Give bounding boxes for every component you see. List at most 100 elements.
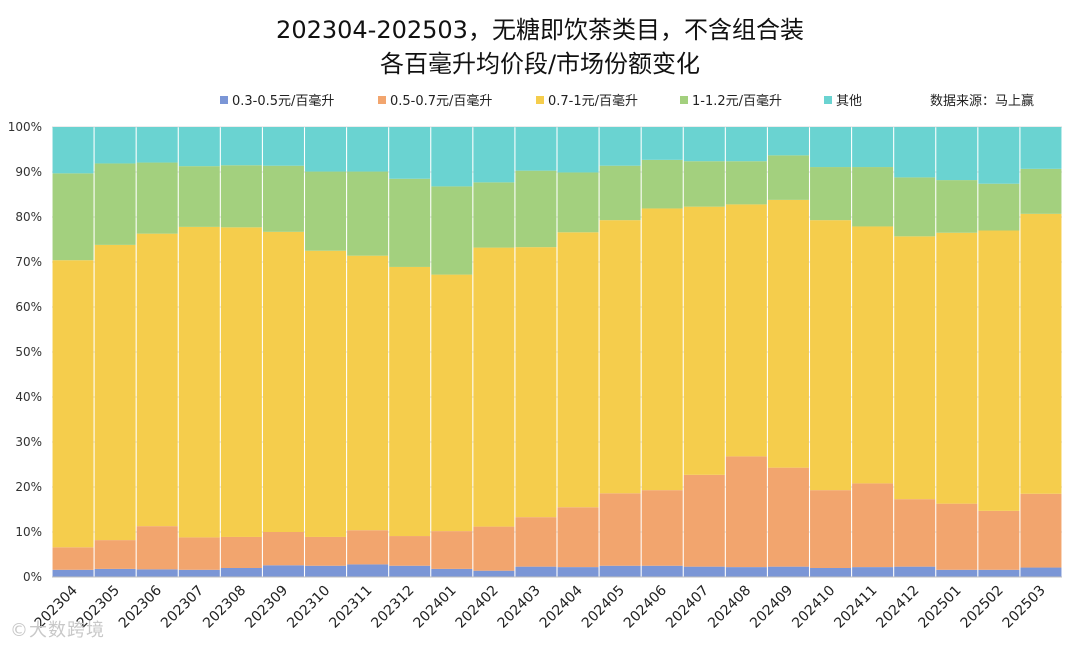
x-tick-label: 202310 [284, 583, 333, 632]
bar-202401-series-4 [431, 186, 473, 275]
bar-202305-series-2 [94, 540, 136, 569]
bar-202406-series-1 [641, 565, 683, 577]
bar-202312-series-1 [389, 565, 431, 577]
bar-202405-series-5 [599, 127, 641, 166]
bar-202304-series-5 [52, 127, 94, 174]
legend-label-1: 0.3-0.5元/百毫升 [232, 94, 335, 109]
bar-202312-series-2 [389, 536, 431, 566]
bar-202407-series-4 [683, 161, 725, 207]
bar-202409-series-4 [767, 155, 809, 200]
bar-202501-series-1 [936, 569, 978, 577]
bar-202412-series-5 [894, 127, 936, 178]
bar-202411-series-2 [852, 483, 894, 568]
x-tick-label: 202312 [368, 583, 417, 632]
bar-202311-series-1 [347, 564, 389, 577]
x-tick-label: 202406 [621, 582, 670, 631]
bar-202410-series-3 [810, 220, 852, 491]
bar-202309-series-4 [262, 165, 304, 232]
bar-202412-series-1 [894, 566, 936, 577]
bar-202404-series-4 [557, 172, 599, 233]
bar-202305-series-3 [94, 244, 136, 541]
bar-202403-series-2 [515, 517, 557, 567]
bar-202306-series-1 [136, 569, 178, 577]
bar-202309-series-5 [262, 127, 304, 166]
x-tick-label: 202311 [326, 583, 375, 632]
bar-202307-series-2 [178, 537, 220, 570]
bar-202305-series-4 [94, 163, 136, 245]
y-tick-label: 30% [15, 435, 42, 449]
x-tick-label: 202307 [158, 583, 207, 632]
bar-202401-series-2 [431, 531, 473, 569]
y-tick-label: 20% [15, 480, 42, 494]
y-tick-label: 70% [15, 255, 42, 269]
bar-202307-series-1 [178, 569, 220, 577]
legend-label-2: 0.5-0.7元/百毫升 [390, 94, 493, 109]
bar-202304-series-4 [52, 173, 94, 261]
bar-202503-series-5 [1020, 127, 1062, 169]
y-tick-label: 90% [15, 165, 42, 179]
y-tick-label: 50% [15, 345, 42, 359]
legend-item-2: 0.5-0.7元/百毫升 [378, 90, 492, 109]
bar-202308-series-5 [220, 127, 262, 166]
bar-202409-series-5 [767, 127, 809, 156]
x-tick-label: 202410 [789, 583, 838, 632]
chart-title: 202304-202503，无糖即饮茶类目，不含组合装 [276, 16, 804, 44]
bar-202409-series-1 [767, 566, 809, 577]
bar-202405-series-4 [599, 165, 641, 221]
bar-202503-series-1 [1020, 567, 1062, 577]
bar-202410-series-2 [810, 490, 852, 568]
bar-202310-series-2 [305, 536, 347, 566]
bar-202502-series-3 [978, 230, 1020, 511]
x-tick-label: 202412 [873, 583, 922, 632]
bar-202402-series-3 [473, 247, 515, 527]
bar-202406-series-2 [641, 490, 683, 566]
bar-202411-series-4 [852, 167, 894, 227]
bar-202312-series-5 [389, 127, 431, 179]
bar-202304-series-3 [52, 260, 94, 548]
bar-202407-series-1 [683, 566, 725, 577]
x-tick-label: 202309 [242, 583, 291, 632]
bar-202306-series-5 [136, 127, 178, 163]
bar-202312-series-3 [389, 266, 431, 537]
y-tick-label: 40% [15, 390, 42, 404]
bar-202412-series-4 [894, 177, 936, 237]
bar-202408-series-5 [725, 127, 767, 162]
bar-202401-series-3 [431, 274, 473, 532]
x-tick-label: 202402 [453, 583, 502, 632]
watermark: ©大数跨境 [10, 620, 105, 641]
bar-202409-series-3 [767, 199, 809, 468]
bar-202406-series-5 [641, 127, 683, 160]
x-tick-label: 202408 [705, 583, 754, 632]
bar-202407-series-5 [683, 127, 725, 162]
bar-202407-series-2 [683, 474, 725, 567]
bar-202412-series-3 [894, 236, 936, 500]
bar-202310-series-3 [305, 250, 347, 537]
bar-202311-series-3 [347, 255, 389, 531]
bar-202309-series-3 [262, 231, 304, 532]
bar-202306-series-3 [136, 233, 178, 527]
bar-202307-series-3 [178, 226, 220, 538]
bar-202311-series-4 [347, 171, 389, 256]
legend-swatch-4 [680, 95, 688, 104]
bar-202408-series-3 [725, 204, 767, 457]
bar-202402-series-2 [473, 526, 515, 571]
bar-202312-series-4 [389, 178, 431, 267]
bar-202404-series-1 [557, 567, 599, 577]
bar-202402-series-1 [473, 570, 515, 577]
bar-202304-series-1 [52, 569, 94, 577]
y-tick-label: 0% [23, 570, 42, 584]
source-note: 数据来源：马上赢 [930, 94, 1035, 109]
bar-202406-series-3 [641, 208, 683, 491]
x-tick-label: 202405 [579, 583, 628, 632]
bar-202503-series-3 [1020, 213, 1062, 494]
chart-subtitle: 各百毫升均价段/市场份额变化 [379, 50, 701, 78]
bar-202404-series-5 [557, 127, 599, 173]
bar-202311-series-5 [347, 127, 389, 172]
bar-202402-series-4 [473, 182, 515, 248]
bar-202308-series-4 [220, 165, 262, 228]
bar-202404-series-2 [557, 507, 599, 568]
bar-202412-series-2 [894, 499, 936, 567]
y-tick-label: 10% [15, 525, 42, 539]
